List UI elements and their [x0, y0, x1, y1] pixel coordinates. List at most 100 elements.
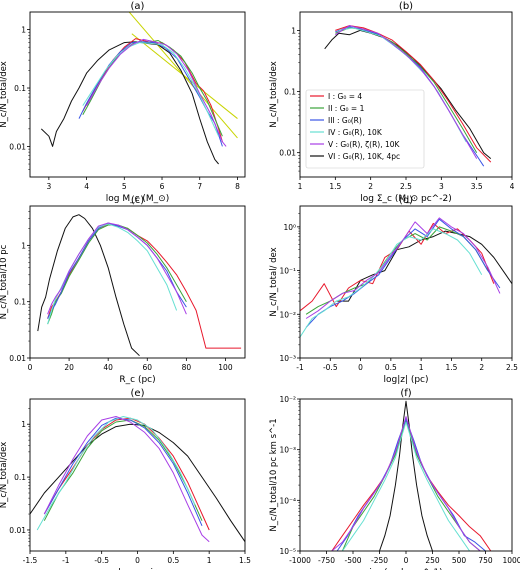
series-line-5 [341, 421, 471, 551]
series-line-4 [47, 222, 187, 319]
series-line-5 [36, 416, 196, 531]
series-line-5 [82, 42, 220, 137]
y-tick-label: 1 [21, 241, 26, 250]
x-tick-label: -0.5 [94, 556, 109, 565]
x-tick-label: 2 [479, 363, 484, 372]
y-axis-label: N_c/N_total/10 pc km s^-1 [269, 418, 279, 531]
series-line-2 [43, 417, 210, 531]
x-tick-label: -1000 [289, 556, 311, 565]
x-tick-label: 750 [478, 556, 493, 565]
plot-frame [299, 11, 513, 178]
x-tick-label: 1000 [502, 556, 520, 565]
x-tick-label: 6 [160, 182, 165, 191]
plot-frame [29, 205, 246, 359]
x-tick-label: 1 [298, 182, 303, 191]
x-tick-label: 5 [122, 182, 127, 191]
series-line-1 [40, 41, 219, 165]
y-tick-label: 0.01 [9, 354, 26, 363]
plot-frame [29, 11, 246, 178]
x-tick-label: 20 [64, 363, 74, 372]
y-tick-label: 0.01 [279, 149, 296, 158]
x-tick-label: 2.5 [400, 182, 412, 191]
y-tick-label: 10⁻² [279, 310, 296, 319]
panel-title: (b) [399, 1, 413, 12]
y-axis-label: N_c/N_total/dex [269, 61, 279, 128]
x-tick-label: 1 [207, 556, 212, 565]
series-line-6 [305, 217, 501, 319]
x-axis-label: log Σ_c (M_⊙ pc^-2) [360, 194, 451, 204]
x-tick-label: 1 [419, 363, 424, 372]
legend-entry: VI : G₀(R), 10K, 4pc [328, 152, 400, 161]
x-tick-label: 0.5 [385, 363, 397, 372]
series-line-1 [30, 423, 245, 542]
y-axis-label: N_c/N_total/ dex [269, 247, 279, 316]
series-line-1 [336, 230, 512, 302]
x-tick-label: 4 [84, 182, 89, 191]
x-tick-label: -1.5 [23, 556, 38, 565]
panel-4: (d) -1 -0.5 0 0.5 1 1.5 2 2.5 10⁻³ 10⁻² 10⁻¹ 10⁰ log|… [269, 195, 518, 385]
x-tick-label: 0.5 [167, 556, 179, 565]
series-line-6 [47, 222, 187, 315]
y-tick-label: 1 [21, 26, 26, 35]
x-tick-label: 250 [425, 556, 440, 565]
y-tick-label: 0.1 [284, 88, 296, 97]
series-line-3 [43, 419, 203, 521]
x-axis-label: log|z| (pc) [383, 375, 428, 385]
x-tick-label: -500 [344, 556, 361, 565]
y-tick-label: 10⁻⁴ [279, 496, 296, 505]
y-tick-label: 10⁰ [283, 223, 296, 232]
x-tick-label: 1.5 [239, 556, 251, 565]
panel-6: (f) -1000 -750 -500 -250 0 250 500 750 1000 10⁻⁵ 10… [269, 388, 520, 574]
panel-1: (a) 3 4 5 6 7 8 0.01 0.1 1 log M_c (M_⊙) N_c/N_tota… [0, 1, 246, 204]
plot-frame [299, 205, 513, 359]
x-tick-label: 0 [28, 363, 33, 372]
x-axis-label: R_c (pc) [119, 375, 155, 385]
y-tick-label: 0.01 [9, 142, 26, 151]
series-line-2 [335, 25, 492, 163]
series-line-5 [47, 223, 178, 325]
x-tick-label: 1.5 [329, 182, 341, 191]
x-tick-label: 0 [404, 556, 409, 565]
plot-frame [29, 398, 246, 552]
x-tick-label: -0.5 [323, 363, 338, 372]
y-tick-label: 10⁻² [279, 395, 296, 404]
legend-entry: III : G₀(R) [328, 116, 362, 125]
x-axis-label: log M_c (M_⊙) [106, 194, 169, 204]
x-tick-label: 80 [182, 363, 192, 372]
x-tick-label: 8 [235, 182, 240, 191]
series-line-2 [300, 222, 495, 312]
series-line-6 [335, 25, 478, 159]
x-tick-label: 1.5 [445, 363, 457, 372]
panel-title: (e) [131, 388, 145, 399]
x-tick-label: 3 [46, 182, 51, 191]
y-tick-label: 1 [21, 420, 26, 429]
series-line-3 [341, 419, 481, 551]
legend-box [305, 89, 425, 169]
y-axis-label: N_c/N_total/dex [0, 61, 9, 128]
x-tick-label: -1 [62, 556, 70, 565]
x-tick-label: -750 [318, 556, 335, 565]
panel-2: (b) 1 1.5 2 2.5 3 3.5 4 0.01 0.1 1 log Σ_c (M_⊙ pc^… [269, 1, 515, 204]
x-tick-label: 4 [510, 182, 515, 191]
series-line-1 [379, 400, 433, 551]
legend: I : G₀ = 4 II : G₀ = 1 III : G₀(R) IV : G₀(… [305, 89, 425, 169]
legend-entry: II : G₀ = 1 [328, 104, 365, 113]
series-line-4 [43, 417, 203, 526]
y-tick-label: 10⁻³ [279, 446, 296, 455]
x-tick-label: 0 [135, 556, 140, 565]
y-tick-label: 10⁻¹ [279, 267, 296, 276]
x-tick-label: 100 [218, 363, 233, 372]
y-tick-label: 10⁻⁵ [279, 547, 296, 556]
y-tick-label: 1 [291, 26, 296, 35]
panel-title: (f) [400, 388, 411, 399]
power-law-fit-line [131, 33, 238, 119]
legend-entry: IV : G₀(R), 10K [328, 128, 383, 137]
x-tick-label: 60 [142, 363, 152, 372]
y-tick-label: 0.1 [14, 84, 26, 93]
x-tick-label: -1 [296, 363, 304, 372]
panel-title: (a) [131, 1, 145, 12]
x-tick-label: 7 [197, 182, 202, 191]
x-tick-label: 40 [103, 363, 113, 372]
